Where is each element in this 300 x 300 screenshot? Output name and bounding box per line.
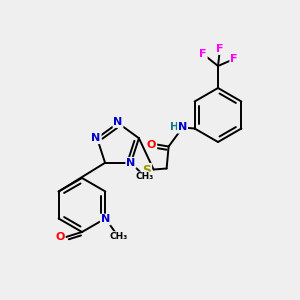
Text: CH₃: CH₃ [109,232,128,241]
Text: F: F [216,44,224,54]
Text: N: N [178,122,187,133]
Text: N: N [126,158,136,168]
Text: H: H [170,122,179,133]
Text: N: N [92,133,101,143]
Text: N: N [101,214,110,224]
Text: O: O [147,140,156,149]
Text: F: F [199,49,207,59]
Text: CH₃: CH₃ [136,172,154,181]
Text: S: S [142,164,151,177]
Text: O: O [55,232,65,242]
Text: N: N [113,117,123,127]
Text: F: F [230,54,238,64]
